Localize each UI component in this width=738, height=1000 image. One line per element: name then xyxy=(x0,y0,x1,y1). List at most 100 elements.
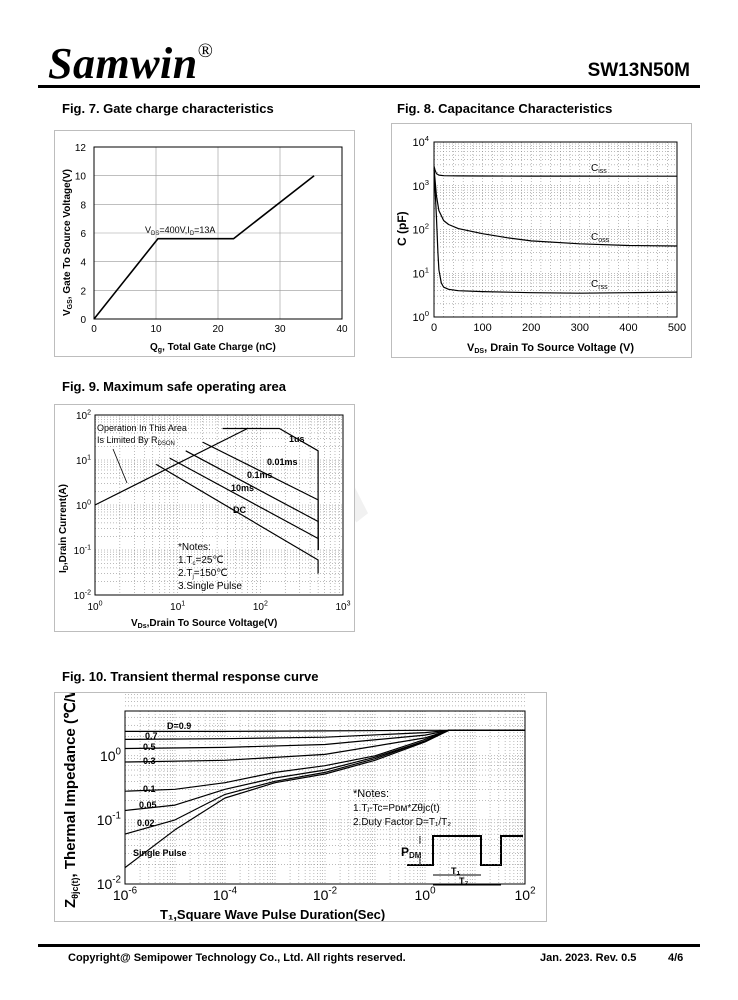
fig7-ytick-label: 6 xyxy=(80,229,86,240)
fig7-xtick-label: 30 xyxy=(274,324,286,335)
fig7-ylabel: VGS, Gate To Source Voltage(V) xyxy=(62,169,74,316)
fig10-chart: Zθjc(t), Thermal Impedance (℃/W) T₁,Squa… xyxy=(62,693,536,921)
fig9-ytick-label: 100 xyxy=(76,500,91,513)
fig7-xtick-label: 40 xyxy=(336,324,348,335)
fig9-ylabel: ID,Drain Current(A) xyxy=(58,484,70,573)
fig10-plot-frame xyxy=(124,710,526,885)
fig8-coss-label: Coss xyxy=(591,232,610,244)
fig10-curve-label: 0.02 xyxy=(137,818,155,828)
fig10-notes-bg xyxy=(349,785,494,833)
footer-revision: Jan. 2023. Rev. 0.5 xyxy=(540,952,637,964)
fig9-ytick-label: 10-2 xyxy=(74,590,91,603)
fig10-title: Fig. 10. Transient thermal response curv… xyxy=(62,669,319,684)
fig7-xtick-label: 20 xyxy=(212,324,224,335)
fig10-pulse-bg xyxy=(398,833,526,879)
fig9-ytick-label: 101 xyxy=(76,455,91,468)
fig9-xtick-label: 100 xyxy=(87,601,102,614)
fig9-title: Fig. 9. Maximum safe operating area xyxy=(62,379,286,394)
fig8-plot-frame xyxy=(433,141,678,318)
fig9-note-pointer xyxy=(112,448,128,484)
fig8-xtick-label: 300 xyxy=(571,322,589,334)
fig8-ytick-label: 104 xyxy=(412,134,429,149)
fig9-notes-bg xyxy=(176,540,256,598)
fig9-series-line xyxy=(169,457,319,550)
fig10-xtick-label: 100 xyxy=(414,886,436,903)
fig9-notes: *Notes: 1.Tc=25℃ 2.Tj=150℃ 3.Single Puls… xyxy=(176,540,256,598)
fig9-curve-label: DC xyxy=(233,505,246,515)
fig10-xlabel: T₁,Square Wave Pulse Duration(Sec) xyxy=(160,907,385,921)
fig7-chart: VGS, Gate To Source Voltage(V) Qg, Total… xyxy=(62,143,348,354)
brand-logo: Samwin® xyxy=(48,38,213,89)
fig8-series-crss xyxy=(433,169,678,294)
fig8-xtick-label: 200 xyxy=(522,322,540,334)
fig10-xtick-label: 10-2 xyxy=(313,886,337,903)
fig10-ytick-label: 100 xyxy=(100,747,122,764)
fig8-crss-label: Crss xyxy=(591,279,608,291)
fig7-ytick-label: 0 xyxy=(80,315,86,326)
fig10-series-line xyxy=(124,729,525,869)
fig9-op-bg xyxy=(95,420,231,448)
fig8-xtick-label: 100 xyxy=(473,322,491,334)
fig8-xtick-label: 0 xyxy=(431,322,437,334)
fig9-xlabel: VDs,Drain To Source Voltage(V) xyxy=(131,618,277,630)
fig8-ytick-label: 103 xyxy=(412,178,429,193)
fig7-title: Fig. 7. Gate charge characteristics xyxy=(62,101,274,116)
fig8-title: Fig. 8. Capacitance Characteristics xyxy=(397,101,613,116)
fig10-curve-label: 0.3 xyxy=(143,756,156,766)
fig9-op-area-note: Operation In This Area Is Limited By RDS… xyxy=(95,420,231,448)
fig9-note3: 3.Single Pulse xyxy=(178,581,242,592)
fig8-panel: C (pF) VDS, Drain To Source Voltage (V) … xyxy=(391,123,692,358)
fig10-xtick-label: 102 xyxy=(514,886,535,903)
fig10-xtick-label: 10-6 xyxy=(113,886,138,903)
fig9-series-line xyxy=(155,463,319,574)
fig9-xtick-label: 103 xyxy=(335,601,350,614)
fig10-panel: Zθjc(t), Thermal Impedance (℃/W) T₁,Squa… xyxy=(54,692,547,922)
fig8-chart: C (pF) VDS, Drain To Source Voltage (V) … xyxy=(395,134,686,355)
brand-name: Samwin xyxy=(48,39,198,88)
fig9-xtick-label: 101 xyxy=(170,601,185,614)
fig9-series-line xyxy=(94,427,248,506)
fig10-t2: T₂ xyxy=(459,876,469,886)
fig8-series-coss xyxy=(433,168,678,247)
fig9-ytick-label: 10-1 xyxy=(74,545,91,558)
fig10-curve-label: 0.05 xyxy=(139,800,157,810)
fig7-xtick-label: 10 xyxy=(150,324,162,335)
fig8-ciss-label: Ciss xyxy=(591,163,607,175)
fig7-panel: VGS, Gate To Source Voltage(V) Qg, Total… xyxy=(54,130,355,357)
fig9-panel: ID,Drain Current(A) VDs,Drain To Source … xyxy=(54,404,355,632)
fig9-curve-label: 10ms xyxy=(231,483,254,493)
fig8-ytick-label: 102 xyxy=(412,222,429,237)
fig9-xtick-label: 102 xyxy=(253,601,268,614)
fig10-curve-label: 0.1 xyxy=(143,784,156,794)
fig7-plot-frame xyxy=(93,146,343,320)
fig9-ytick-label: 102 xyxy=(76,410,91,423)
fig10-ytick-label: 10-2 xyxy=(97,875,121,892)
fig10-note1: 1.Tⱼ-Tc=Pᴅᴍ*Zθjc(t) xyxy=(353,803,440,814)
fig8-xtick-label: 400 xyxy=(619,322,637,334)
fig9-op-line2: Is Limited By RDSON xyxy=(97,435,175,447)
fig9-chart: ID,Drain Current(A) VDs,Drain To Source … xyxy=(58,410,351,631)
fig8-series-ciss xyxy=(433,166,677,177)
fig8-ytick-label: 100 xyxy=(412,309,429,324)
fig10-ytick-label: 10-1 xyxy=(97,811,121,828)
fig9-curve-label: 0.01ms xyxy=(267,457,298,467)
fig10-pulse-wave xyxy=(407,835,523,866)
footer-page: 4/6 xyxy=(668,952,684,964)
fig9-notes-title: *Notes: xyxy=(178,542,211,553)
fig7-ytick-label: 10 xyxy=(75,172,87,183)
fig10-pulse-diagram: PDM T₁ T₂ xyxy=(398,833,526,886)
fig9-series-line xyxy=(185,450,319,550)
fig10-curve-label: Single Pulse xyxy=(133,848,187,858)
fig7-xlabel: Qg, Total Gate Charge (nC) xyxy=(150,342,276,354)
fig9-series-line xyxy=(222,427,319,550)
fig7-xtick-label: 0 xyxy=(91,324,97,335)
fig8-ylabel: C (pF) xyxy=(395,211,409,246)
fig7-ytick-label: 2 xyxy=(80,286,86,297)
fig10-curve-label: 0.5 xyxy=(143,742,156,752)
fig8-xlabel: VDS, Drain To Source Voltage (V) xyxy=(467,342,634,355)
part-number: SW13N50M xyxy=(587,60,690,81)
fig10-xtick-label: 10-4 xyxy=(213,886,238,903)
fig9-curve-label: 1us xyxy=(289,434,305,444)
fig10-ylabel: Zθjc(t), Thermal Impedance (℃/W) xyxy=(62,693,80,908)
header-rule xyxy=(38,85,700,88)
